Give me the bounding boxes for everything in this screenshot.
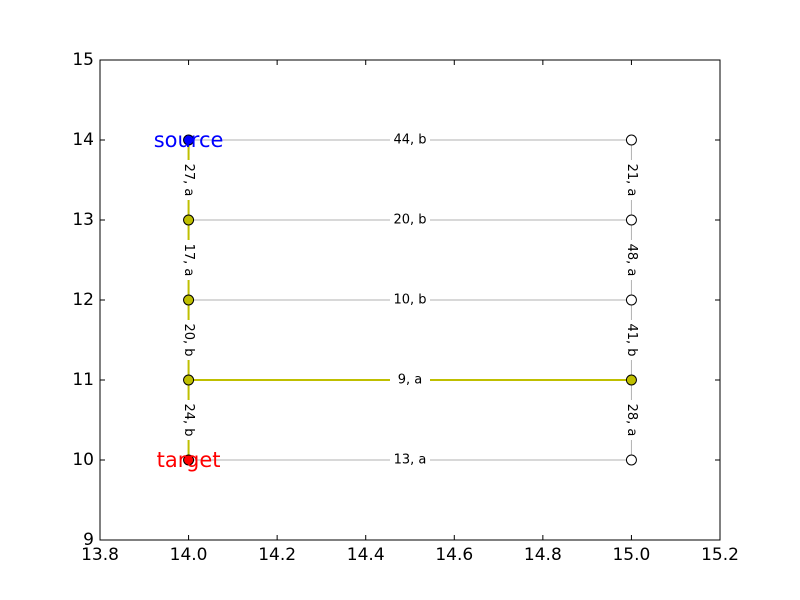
x-tick-label: 14.4 [347,545,385,565]
edge-label: 41, b [624,323,639,356]
node-labels-layer: source target [154,128,224,472]
x-tick-label: 15.2 [701,545,739,565]
x-tick-label: 14.0 [170,545,208,565]
node-label: target [157,448,221,472]
graph-node [183,374,195,386]
edge-label: 24, b [181,403,196,436]
x-tick-label: 15.0 [612,545,650,565]
node-label: source [154,128,224,152]
edge-label-background [623,240,640,280]
edge-label: 21, a [624,164,639,197]
y-tick-label: 14 [72,130,94,150]
x-tick-label: 14.8 [524,545,562,565]
nodes-layer [183,134,637,466]
y-tick-label: 9 [83,530,94,550]
edge-label: 48, a [624,244,639,277]
edge-label-background [180,160,197,200]
graph-node [625,454,637,466]
edge-labels-layer: 44, b 20, b 10, b 9, a 13, a 27, a 17, a 20, b 2… [180,132,640,468]
ticks-layer: 13.8 14.0 14.2 14.4 14.6 14.8 15.0 15.2 9 10 11 12 1… [72,50,739,565]
edge-label: 13, a [394,453,427,468]
edge-label-background [390,132,430,148]
y-tick-label: 13 [72,210,94,230]
x-tick-label: 14.2 [258,545,296,565]
edge-label: 20, b [181,323,196,356]
edge-label-background [623,320,640,360]
edge-label-background [180,320,197,360]
graph-node [183,134,195,146]
edge-label-background [390,292,430,308]
edge-label-background [180,400,197,440]
edge-label-background [390,372,430,388]
edge-label-background [390,212,430,228]
graph-node [625,294,637,306]
x-tick-label: 13.8 [81,545,119,565]
edge-label: 27, a [181,164,196,197]
edge-label-background [623,400,640,440]
graph-node [625,374,637,386]
edge-label: 17, a [181,244,196,277]
y-tick-label: 12 [72,290,94,310]
edge-label: 44, b [393,133,426,148]
edge-label-background [180,240,197,280]
edge-label-background [623,160,640,200]
graph-node [183,294,195,306]
edge-label-background [390,452,430,468]
edge-label: 10, b [393,293,426,308]
x-tick-label: 14.6 [435,545,473,565]
graph-node [183,214,195,226]
y-tick-label: 15 [72,50,94,70]
edge-label: 28, a [624,404,639,437]
graph-node [625,134,637,146]
y-tick-label: 11 [72,370,94,390]
edge-label: 20, b [393,213,426,228]
graph-node [625,214,637,226]
edge-label: 9, a [398,373,423,388]
graph-node [183,454,195,466]
y-tick-label: 10 [72,450,94,470]
